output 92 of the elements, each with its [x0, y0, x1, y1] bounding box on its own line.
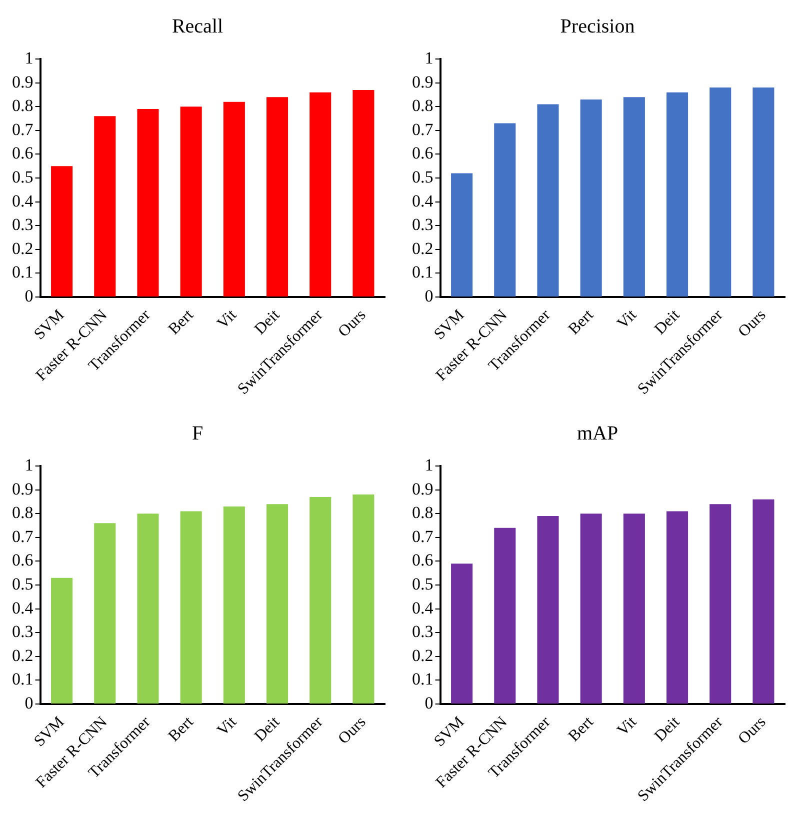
y-tick-label: 0.3 — [12, 622, 34, 642]
x-tick-label: Bert — [565, 713, 598, 746]
bar — [710, 504, 732, 704]
y-tick-label: 0.2 — [12, 238, 34, 258]
y-tick-label: 0.3 — [12, 215, 34, 234]
bar — [494, 123, 516, 297]
bar — [137, 514, 159, 704]
bar — [180, 511, 202, 704]
y-tick-label: 0.8 — [12, 96, 34, 116]
y-tick-label: 0.4 — [412, 598, 434, 618]
x-tick-label: Vit — [614, 306, 640, 332]
y-tick-label: 0.3 — [412, 215, 434, 234]
y-tick-label: 0 — [24, 693, 34, 712]
y-tick-label: 0.6 — [412, 144, 434, 163]
y-tick-label: 0.6 — [412, 550, 434, 570]
bar — [94, 116, 116, 297]
y-tick-label: 0.4 — [12, 191, 34, 210]
x-tick-label: Ours — [335, 714, 370, 748]
bar — [352, 90, 374, 297]
y-tick-label: 0.7 — [12, 526, 34, 546]
y-tick-label: 0.5 — [412, 167, 434, 186]
bar — [223, 506, 245, 704]
y-tick-label: 1 — [424, 48, 434, 68]
x-tick-label: Bert — [565, 306, 598, 338]
y-tick-label: 0.4 — [12, 598, 34, 618]
x-tick-label: Ours — [735, 714, 770, 748]
y-tick-label: 0.9 — [12, 479, 34, 498]
y-tick-label: 0.2 — [12, 646, 34, 665]
y-tick-label: 0.1 — [412, 262, 434, 282]
bar — [537, 104, 559, 297]
x-tick-label: Vit — [214, 306, 240, 332]
bar — [623, 97, 645, 297]
bar — [51, 578, 73, 704]
x-tick-label: Ours — [335, 306, 370, 341]
bar — [94, 523, 116, 704]
bar — [266, 504, 288, 704]
bar — [710, 88, 732, 297]
bar — [580, 99, 602, 297]
y-tick-label: 0.5 — [12, 167, 34, 186]
y-tick-label: 0.6 — [12, 144, 34, 163]
x-tick-label: Vit — [614, 713, 640, 740]
bar — [752, 499, 774, 704]
y-tick-label: 0.3 — [412, 622, 434, 642]
bar — [752, 88, 774, 297]
y-tick-label: 0.8 — [412, 96, 434, 116]
bar — [623, 514, 645, 704]
bar — [580, 514, 602, 704]
bar — [537, 516, 559, 704]
y-tick-label: 0.7 — [412, 526, 434, 546]
bar — [451, 564, 473, 704]
bar — [310, 496, 332, 704]
y-tick-label: 1 — [24, 455, 34, 474]
chart-title: mAP — [576, 422, 618, 444]
y-tick-label: 0 — [424, 286, 434, 306]
y-tick-label: 0.7 — [12, 120, 34, 139]
bar — [494, 528, 516, 704]
y-tick-label: 0.6 — [12, 550, 34, 570]
chart-title: Recall — [172, 15, 224, 38]
y-tick-label: 0.1 — [12, 670, 34, 689]
y-tick-label: 0.2 — [412, 238, 434, 258]
y-tick-label: 0.9 — [12, 72, 34, 92]
y-tick-label: 0 — [424, 693, 434, 712]
y-tick-label: 0.1 — [412, 670, 434, 689]
chart-title: Precision — [560, 15, 635, 38]
y-tick-label: 0.9 — [412, 72, 434, 92]
x-tick-label: Bert — [165, 713, 198, 746]
bar — [51, 166, 73, 297]
y-tick-label: 0 — [24, 286, 34, 306]
x-tick-label: Bert — [165, 306, 198, 338]
y-tick-label: 1 — [424, 455, 434, 474]
x-tick-label: Vit — [214, 713, 240, 740]
bar — [352, 494, 374, 704]
y-tick-label: 0.1 — [12, 262, 34, 282]
bar — [666, 92, 688, 297]
y-tick-label: 0.2 — [412, 646, 434, 665]
y-tick-label: 0.5 — [412, 574, 434, 594]
bar — [223, 102, 245, 297]
bar — [137, 108, 159, 297]
bar — [180, 106, 202, 297]
y-tick-label: 0.8 — [412, 503, 434, 522]
bar — [451, 173, 473, 297]
x-tick-label: Ours — [735, 306, 770, 341]
y-tick-label: 0.4 — [412, 191, 434, 210]
y-tick-label: 0.7 — [412, 120, 434, 139]
bar — [266, 97, 288, 297]
y-tick-label: 1 — [24, 48, 34, 68]
bar — [666, 511, 688, 704]
y-tick-label: 0.8 — [12, 503, 34, 522]
chart-title: F — [192, 422, 204, 444]
y-tick-label: 0.5 — [12, 574, 34, 594]
y-tick-label: 0.9 — [412, 479, 434, 498]
bar — [310, 92, 332, 297]
